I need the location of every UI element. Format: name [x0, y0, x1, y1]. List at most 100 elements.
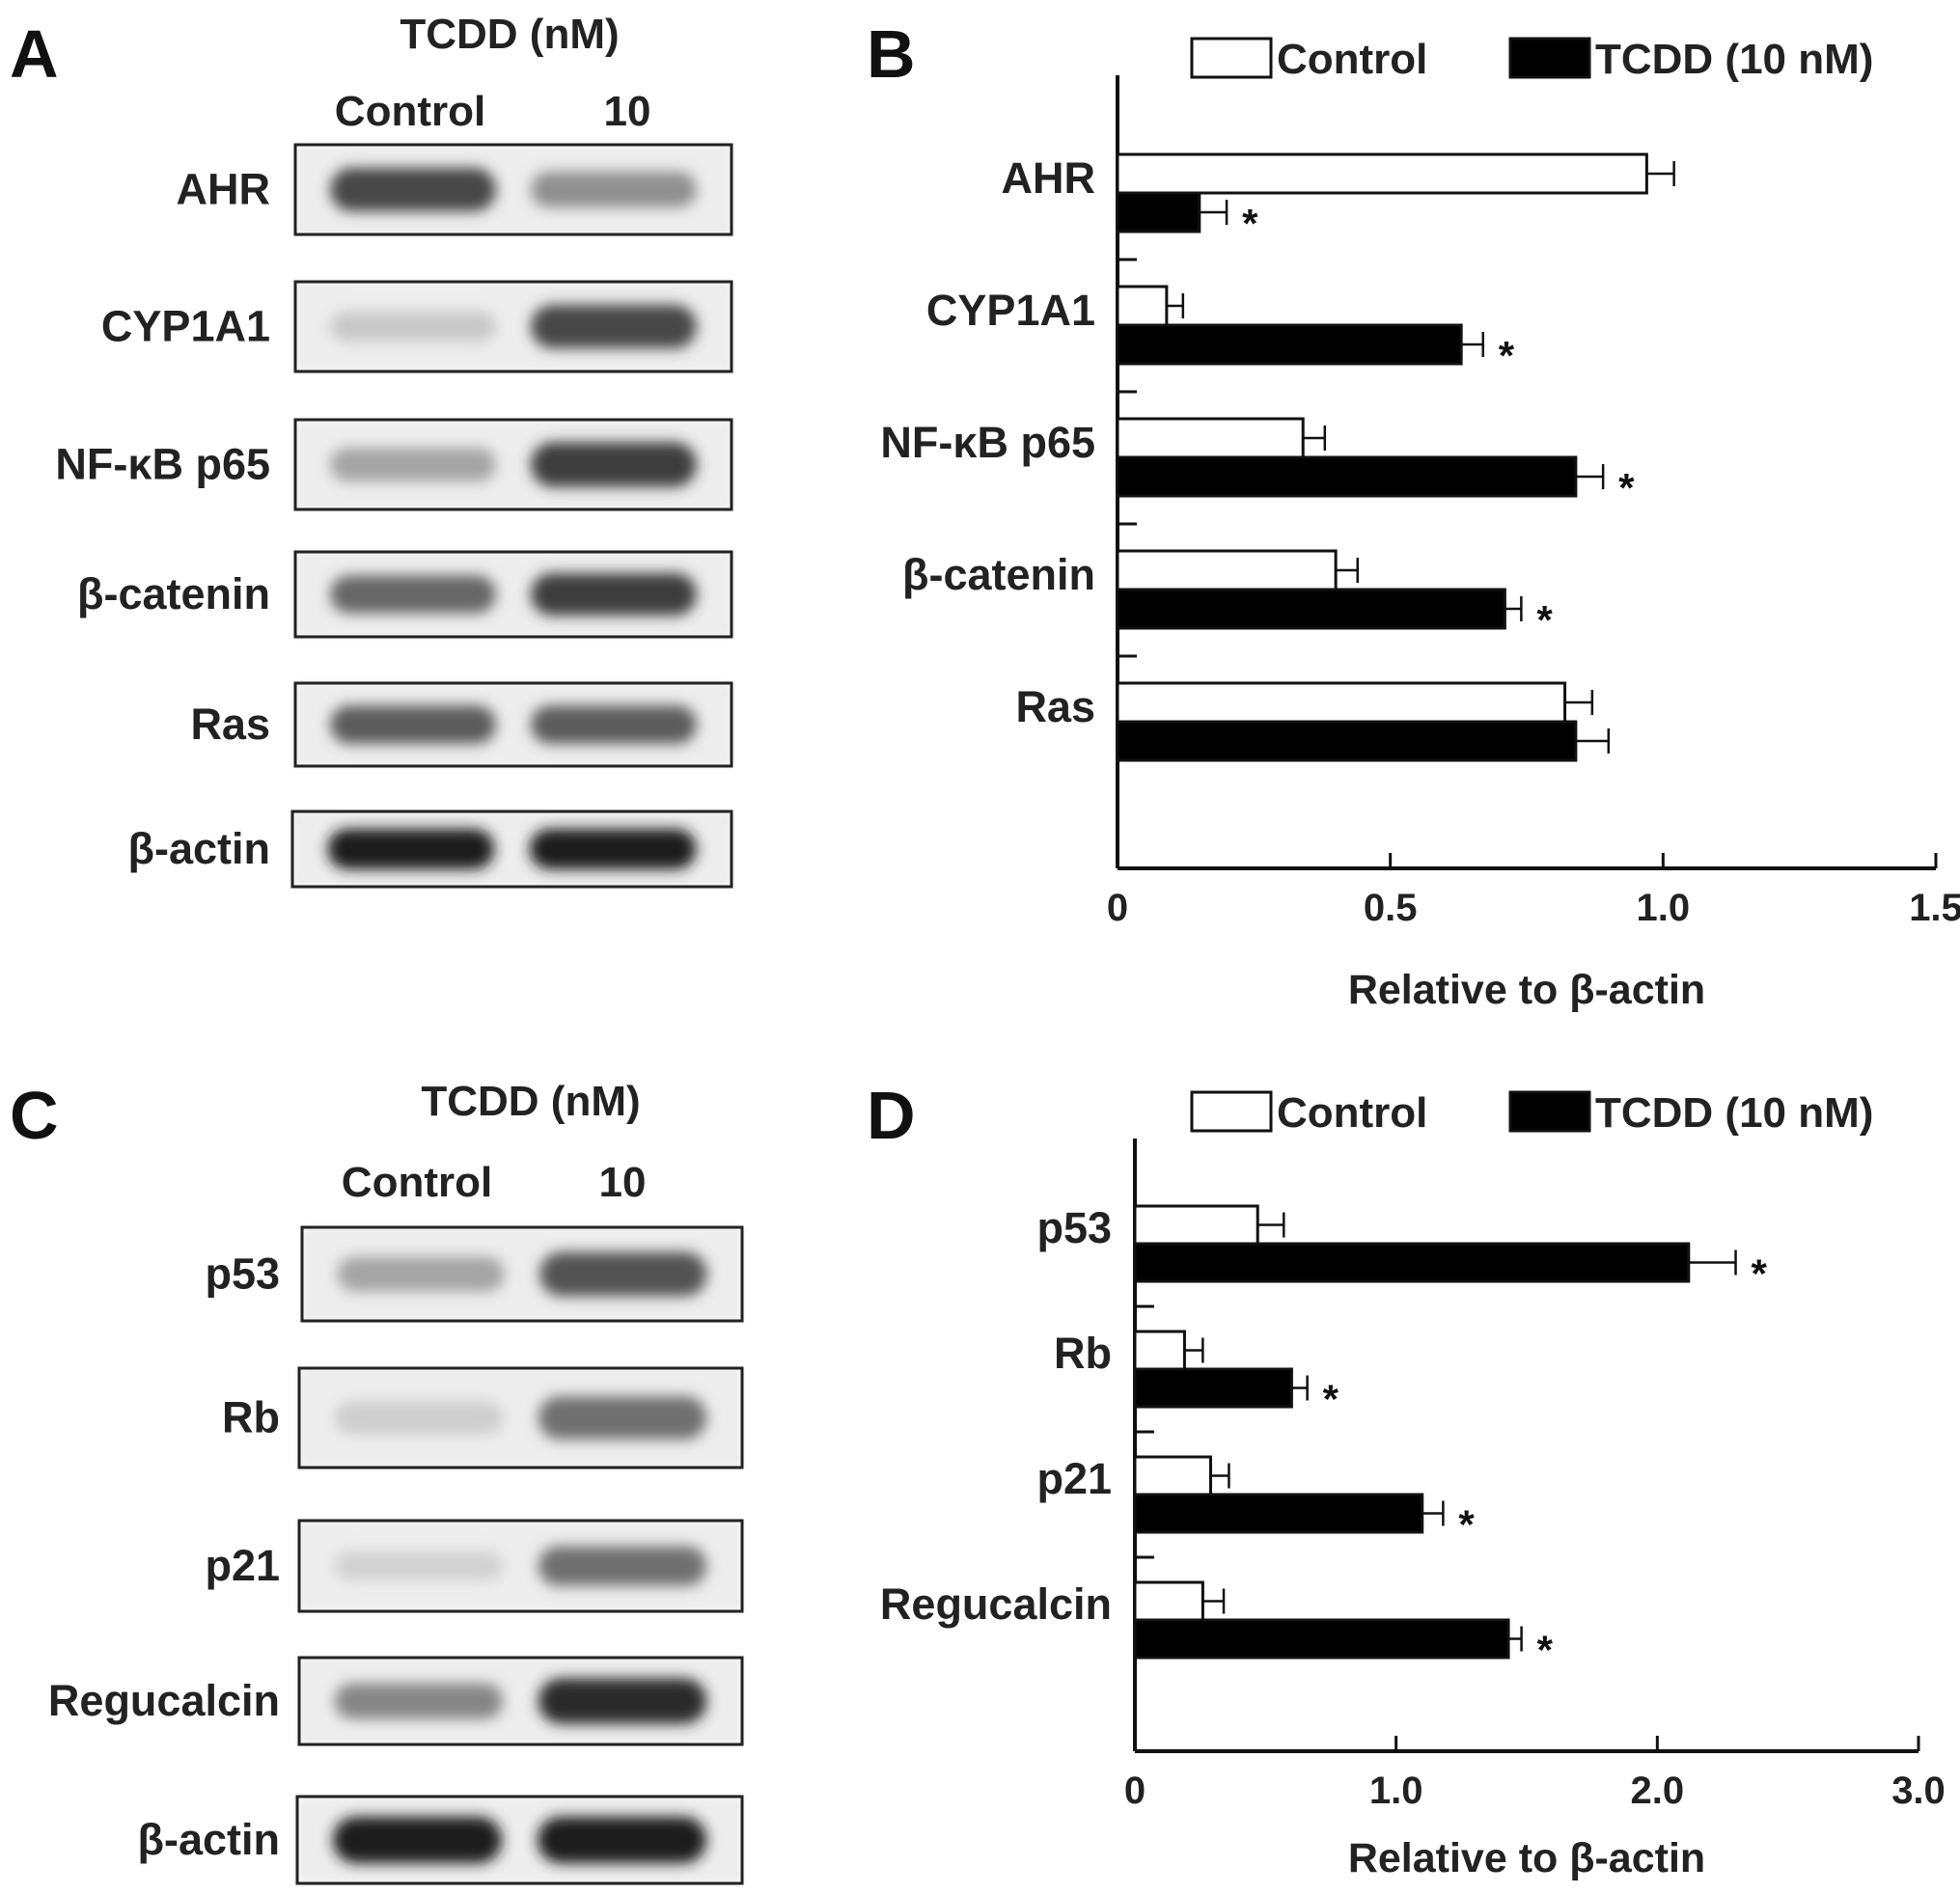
- significance-marker: *: [1458, 1502, 1475, 1548]
- band-control: [330, 312, 496, 342]
- bar-treated: [1133, 1493, 1424, 1534]
- panel-c-lane-treated: 10: [599, 1159, 647, 1206]
- significance-marker: *: [1499, 333, 1515, 378]
- band-treated: [538, 1678, 707, 1724]
- band-treated: [529, 829, 697, 869]
- x-axis-title: Relative to β-actin: [1348, 967, 1705, 1013]
- blot-row-cyp1a1: CYP1A1: [101, 280, 733, 373]
- x-tick-label: 1.5: [1909, 887, 1960, 929]
- bar-control: [1116, 152, 1648, 195]
- bar-control: [1116, 285, 1169, 327]
- blot-row-rb: Rb: [222, 1366, 744, 1469]
- blot-frame: [293, 550, 733, 639]
- blot-row-beta-actin: β-actin: [138, 1795, 744, 1885]
- bar-group-cyp1a1: CYP1A1 *: [926, 258, 1515, 378]
- legend-label: TCDD (10 nM): [1595, 36, 1873, 83]
- bar-treated: [1133, 1367, 1293, 1409]
- category-label: β-catenin: [902, 550, 1095, 599]
- legend-label: TCDD (10 nM): [1595, 1089, 1873, 1137]
- band-treated: [531, 442, 697, 487]
- blot-row-beta-actin: β-actin: [128, 810, 733, 889]
- category-label: Ras: [1015, 682, 1095, 731]
- x-tick-label: 0.5: [1364, 887, 1418, 929]
- band-treated: [539, 1251, 707, 1297]
- x-tick-label: 3.0: [1891, 1770, 1946, 1812]
- significance-marker: *: [1536, 597, 1553, 643]
- category-label: AHR: [1002, 153, 1096, 203]
- band-treated: [531, 171, 697, 208]
- legend-swatch: [1190, 1090, 1273, 1133]
- bar-group-p21: p21 *: [1036, 1430, 1475, 1548]
- bar-group-ras: Ras: [1015, 654, 1611, 762]
- panel-a-lane-control: Control: [335, 88, 485, 135]
- bar-treated: [1116, 720, 1578, 762]
- panel-a-lane-treated: 10: [604, 88, 651, 135]
- band-treated: [537, 1816, 707, 1864]
- bar-group-regucalcin: Regucalcin *: [880, 1555, 1554, 1673]
- bar-chart-b: B Control TCDD (10 nM) 0 0.5 1.0 1.5 Relative t…: [867, 16, 1960, 1013]
- band-treated: [531, 573, 697, 616]
- category-label: CYP1A1: [926, 286, 1095, 335]
- protein-label: AHR: [177, 165, 271, 214]
- bar-control: [1133, 1204, 1259, 1246]
- blot-row-regucalcin: Regucalcin: [48, 1656, 744, 1746]
- band-control: [327, 829, 495, 869]
- category-label: Rb: [1054, 1329, 1112, 1378]
- protein-label: β-catenin: [77, 569, 270, 618]
- significance-marker: *: [1618, 465, 1635, 510]
- significance-marker: *: [1752, 1251, 1768, 1297]
- panel-letter-c: C: [10, 1078, 59, 1153]
- protein-label: β-actin: [128, 824, 270, 873]
- x-tick-label: 0: [1124, 1770, 1146, 1812]
- band-treated: [538, 1395, 707, 1441]
- bar-treated: [1116, 588, 1506, 630]
- legend: Control TCDD (10 nM): [1190, 36, 1873, 83]
- x-axis-title: Relative to β-actin: [1348, 1835, 1705, 1881]
- bar-treated: [1116, 323, 1463, 366]
- western-blots-a: AHR CYP1A1 NF-κB p65 β-catenin Ras β-actin: [55, 143, 733, 889]
- blot-row-p21: p21: [205, 1519, 744, 1613]
- bar-chart-d: D Control TCDD (10 nM) 0 1.0 2.0 3.0 Relative t…: [867, 1078, 1946, 1881]
- legend-label: Control: [1277, 36, 1427, 83]
- bar-group-nf-kb-p65: NF-κB p65 *: [880, 390, 1635, 510]
- panel-letter: D: [867, 1078, 916, 1153]
- significance-marker: *: [1323, 1377, 1339, 1422]
- significance-marker: *: [1242, 201, 1258, 246]
- panel-c-treatment-header: TCDD (nM): [421, 1078, 640, 1125]
- protein-label: Ras: [190, 700, 270, 749]
- blot-frame: [293, 418, 733, 511]
- legend-item-control: Control: [1190, 1089, 1427, 1137]
- blot-frame: [300, 1225, 744, 1323]
- band-control: [332, 1816, 503, 1864]
- bar-control: [1116, 549, 1338, 591]
- bar-treated: [1116, 455, 1578, 498]
- protein-label: β-actin: [138, 1815, 280, 1864]
- blot-frame: [297, 1519, 744, 1613]
- legend-item-tcdd-10-nm: TCDD (10 nM): [1508, 1089, 1873, 1137]
- panel-c-lane-control: Control: [342, 1159, 492, 1206]
- band-control: [334, 1401, 504, 1435]
- band-control: [330, 575, 496, 614]
- blot-frame: [290, 810, 733, 889]
- bar-group-rb: Rb *: [1054, 1304, 1339, 1422]
- legend-label: Control: [1277, 1089, 1427, 1137]
- protein-label: CYP1A1: [101, 302, 270, 351]
- band-control: [330, 448, 496, 481]
- blot-frame: [297, 1656, 744, 1746]
- bar-control: [1116, 681, 1567, 724]
- band-treated: [531, 304, 697, 349]
- bar-control: [1133, 1330, 1186, 1371]
- protein-label: p53: [205, 1249, 280, 1299]
- legend-swatch: [1508, 37, 1591, 79]
- x-tick-label: 0: [1107, 887, 1128, 929]
- panel-a-headers: TCDD (nM) Control 10: [335, 11, 651, 135]
- category-label: p21: [1036, 1454, 1112, 1503]
- category-label: NF-κB p65: [880, 418, 1095, 467]
- panel-c-headers: TCDD (nM) Control 10: [342, 1078, 647, 1206]
- bar-treated: [1116, 191, 1201, 233]
- bar-treated: [1133, 1242, 1691, 1283]
- blot-frame: [297, 1366, 744, 1469]
- bar-group-beta-catenin: β-catenin *: [902, 522, 1553, 643]
- band-treated: [531, 705, 697, 744]
